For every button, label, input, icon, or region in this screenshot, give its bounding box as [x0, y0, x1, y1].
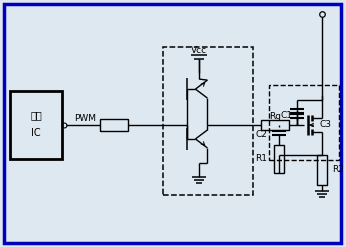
- Text: C1: C1: [280, 110, 292, 120]
- Text: C3: C3: [319, 121, 331, 129]
- Bar: [274, 145, 284, 173]
- Text: Rg: Rg: [269, 112, 281, 121]
- Text: 电源: 电源: [30, 110, 42, 120]
- Text: Vcc: Vcc: [191, 46, 208, 55]
- Bar: [10, 91, 62, 159]
- Bar: [100, 119, 128, 131]
- Text: PWM: PWM: [74, 114, 96, 123]
- Text: R2: R2: [332, 165, 344, 174]
- Text: R1: R1: [255, 154, 267, 164]
- Text: IC: IC: [31, 128, 41, 138]
- Bar: [261, 120, 289, 130]
- Text: C2: C2: [255, 130, 267, 140]
- Bar: [163, 47, 253, 195]
- Bar: [269, 85, 339, 160]
- Bar: [317, 155, 327, 185]
